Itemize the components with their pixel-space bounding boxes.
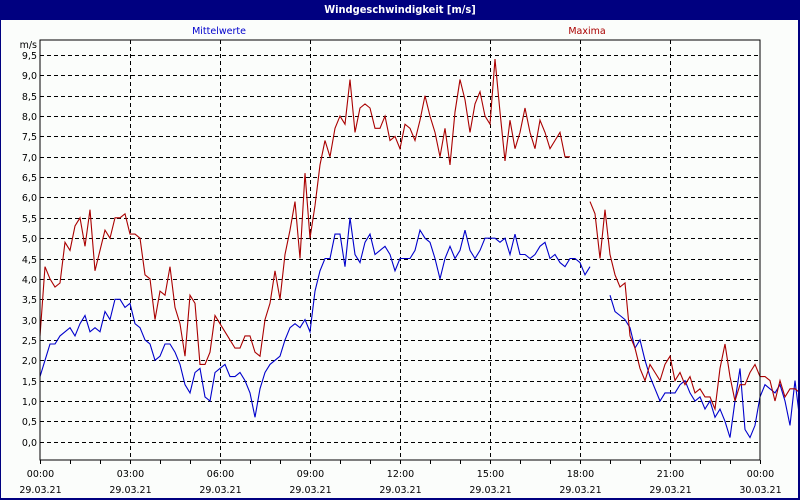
- y-tick-label: 0,5: [22, 417, 37, 428]
- y-tick-label: 4,0: [22, 275, 37, 286]
- y-axis-unit: m/s: [20, 40, 37, 51]
- y-tick-label: 7,0: [22, 153, 37, 164]
- wind-speed-chart: Mittelwerte Maxima m/s 0,0 0,5 1,0 1,5 2,0 2,…: [19, 26, 798, 496]
- y-tick-label: 5,5: [22, 214, 37, 225]
- x-tick-date: 29.03.21: [469, 485, 511, 496]
- x-tick-date: 29.03.21: [289, 485, 331, 496]
- y-tick-label: 2,0: [22, 356, 37, 367]
- legend-mean-label: Mittelwerte: [192, 26, 246, 37]
- plot-frame: [39, 39, 761, 461]
- x-tick-date: 29.03.21: [649, 485, 691, 496]
- y-tick-label: 9,5: [22, 51, 37, 62]
- window-title: Windgeschwindigkeit [m/s]: [324, 3, 476, 16]
- y-tick-label: 3,5: [22, 295, 37, 306]
- y-tick-label: 4,5: [22, 255, 37, 266]
- y-tick-label: 6,5: [22, 173, 37, 184]
- y-tick-label: 1,5: [22, 377, 37, 388]
- x-tick-date: 29.03.21: [19, 485, 61, 496]
- x-axis-ticks: 00:00 29.03.21 03:00 29.03.21 06:00 29.03.21 0…: [19, 460, 782, 496]
- series-line: [39, 59, 570, 365]
- y-tick-label: 6,0: [22, 193, 37, 204]
- chart-canvas: Mittelwerte Maxima m/s 0,0 0,5 1,0 1,5 2,0 2,…: [1, 20, 798, 498]
- y-axis-ticks: 0,0 0,5 1,0 1,5 2,0 2,5 3,0 3,5 4,0 4,5 5,0 5,5 6,0 6…: [22, 51, 37, 449]
- y-tick-label: 3,0: [22, 316, 37, 327]
- y-tick-label: 8,0: [22, 112, 37, 123]
- legend-max-label: Maxima: [568, 26, 605, 37]
- x-tick-date: 29.03.21: [559, 485, 601, 496]
- series-line: [609, 295, 798, 439]
- y-tick-label: 7,5: [22, 132, 37, 143]
- y-tick-label: 1,0: [22, 397, 37, 408]
- x-tick-time: 00:00: [27, 469, 54, 480]
- x-tick-time: 03:00: [117, 469, 144, 480]
- y-tick-label: 2,5: [22, 336, 37, 347]
- x-tick-time: 15:00: [477, 469, 504, 480]
- x-tick-time: 06:00: [207, 469, 234, 480]
- y-tick-label: 8,5: [22, 92, 37, 103]
- x-tick-date: 29.03.21: [109, 485, 151, 496]
- x-tick-time: 12:00: [387, 469, 414, 480]
- x-tick-time: 00:00: [747, 469, 774, 480]
- x-tick-date: 29.03.21: [199, 485, 241, 496]
- grid-lines: [40, 40, 760, 460]
- series-line: [39, 217, 591, 418]
- y-tick-label: 9,0: [22, 71, 37, 82]
- y-tick-label: 5,0: [22, 234, 37, 245]
- series-line: [589, 201, 798, 412]
- x-tick-time: 18:00: [567, 469, 594, 480]
- x-tick-time: 09:00: [297, 469, 324, 480]
- x-tick-date: 30.03.21: [739, 485, 781, 496]
- x-tick-date: 29.03.21: [379, 485, 421, 496]
- x-tick-time: 21:00: [657, 469, 684, 480]
- data-series: [39, 59, 798, 439]
- y-tick-label: 0,0: [22, 438, 37, 449]
